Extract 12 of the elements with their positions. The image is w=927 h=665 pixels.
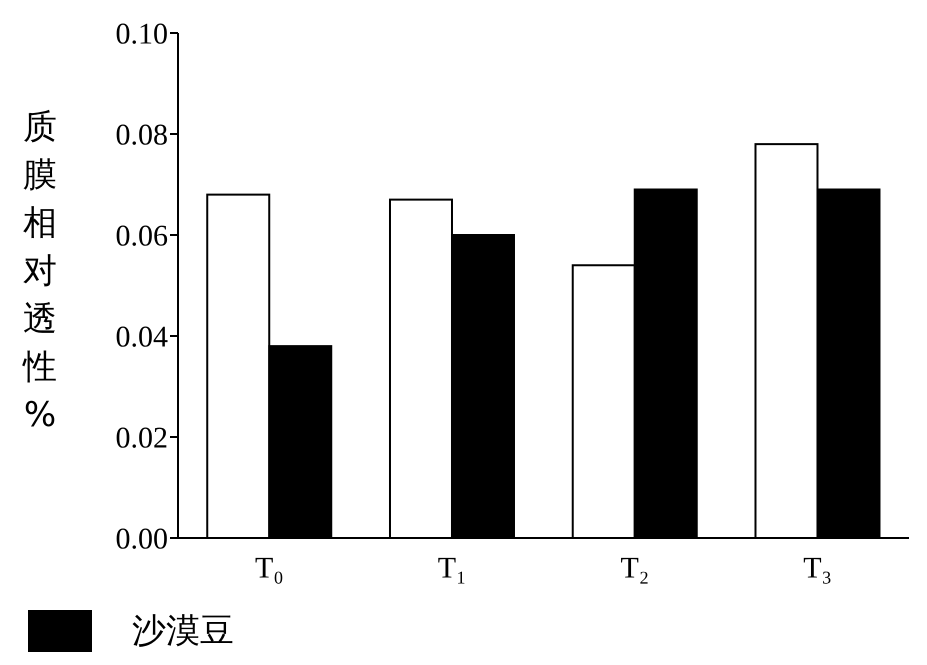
y-tick-label: 0.04 — [116, 320, 168, 354]
y-tick-label: 0.10 — [116, 18, 168, 51]
x-tick-label: T₃ — [803, 551, 832, 584]
legend-label: 沙漠豆 — [132, 610, 234, 653]
x-tick-label: T₂ — [620, 551, 650, 584]
y-tick-label: 0.06 — [116, 220, 168, 253]
y-tick-label: 0.00 — [116, 522, 168, 556]
x-tick-label: T₀ — [254, 551, 284, 584]
y-axis-title: 质膜相对透性% — [21, 106, 58, 437]
y-tick-label: 0.02 — [116, 422, 168, 455]
y-tick-label: 0.08 — [116, 118, 168, 152]
x-tick-label: T₁ — [438, 551, 467, 584]
